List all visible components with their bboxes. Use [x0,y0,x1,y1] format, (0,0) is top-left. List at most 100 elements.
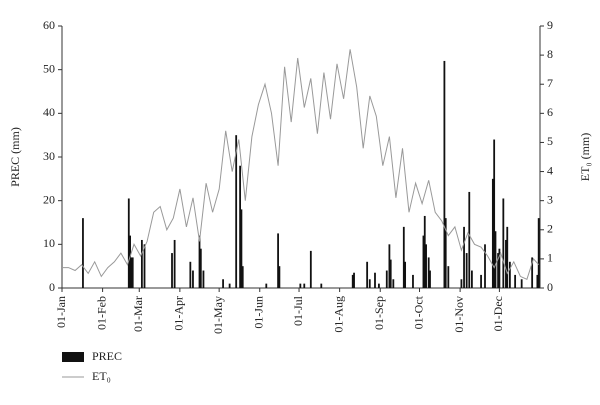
y-tick-label: 20 [43,192,55,206]
bar [422,235,425,288]
bar [199,248,202,288]
x-tick-label: 01-Jan [54,296,68,328]
bar [444,218,447,288]
bar [505,239,507,288]
bar [82,218,84,288]
bar [240,209,243,288]
bar [303,283,306,288]
y-tick-label: 40 [43,105,55,119]
bar [171,253,173,288]
bar [374,272,376,288]
bar [130,257,133,288]
bar [265,283,268,288]
x-tick-label: 01-Feb [94,296,108,330]
bar [494,231,497,288]
y2-tick-label: 8 [547,47,553,61]
bar [222,279,224,288]
bar [484,244,486,288]
y2-tick-label: 2 [547,222,553,236]
bar [427,257,430,288]
x-tick-label: 01-Oct [411,295,425,329]
bar [299,283,302,288]
bar [127,198,130,288]
y2-tick-label: 0 [547,280,553,294]
y2-tick-label: 4 [547,163,553,177]
x-tick-label: 01-Aug [331,296,345,333]
bar [402,226,405,288]
bar [198,235,201,288]
bar [202,270,205,288]
bar [366,261,369,288]
y-axis-label: PREC (mm) [8,127,22,187]
x-tick-label: 01-Nov [452,296,466,333]
bar [235,135,238,288]
y-tick-label: 10 [43,236,55,250]
y2-tick-label: 1 [547,251,553,265]
y2-tick-label: 7 [547,76,553,90]
bar [491,178,494,288]
bar [443,60,446,288]
bar [447,266,450,288]
bar [514,274,517,288]
bar [536,274,539,288]
y2-tick-label: 6 [547,105,553,119]
bar [425,244,427,288]
x-tick-label: 01-Apr [172,296,186,331]
bar [129,235,131,288]
x-tick-label: 01-May [211,296,225,334]
legend-label: PREC [92,349,122,363]
bar [520,279,523,288]
bar [189,261,192,288]
bar [537,218,540,288]
bar [468,191,471,288]
y2-tick-label: 9 [547,18,553,32]
bar [471,270,473,288]
bar [278,266,281,288]
legend-label: ET₀ [92,369,111,383]
bar [241,266,244,288]
y-tick-label: 30 [43,149,55,163]
x-tick-label: 01-Sep [372,296,386,330]
bar [498,248,501,288]
y2-tick-label: 3 [547,192,553,206]
bar [502,198,505,288]
line [62,49,540,280]
y-tick-label: 50 [43,61,55,75]
bar [131,257,134,288]
bar [429,270,431,288]
y-tick-label: 60 [43,18,55,32]
bar [388,244,391,288]
x-tick-label: 01-Mar [131,296,145,332]
bar [228,283,231,288]
bar [192,270,194,288]
bar [378,283,380,288]
bar [508,261,511,288]
bar [493,139,496,288]
y2-tick-label: 5 [547,134,553,148]
bar [460,279,463,288]
x-tick-label: 01-Jun [251,296,265,329]
bar [389,259,392,288]
bar [143,244,146,288]
bar [497,253,499,288]
bar [531,257,534,288]
bar [463,226,465,288]
bar [173,239,176,288]
y-tick-label: 0 [49,280,55,294]
bar [351,274,354,288]
x-tick-label: 01-Jul [291,295,305,326]
bar [353,272,355,288]
bar [320,283,323,288]
bar [368,279,371,288]
bar [277,233,279,288]
x-tick-label: 01-Dec [491,296,505,331]
bar [140,239,143,288]
y2-axis-label: ET₀ (mm) [578,133,592,182]
bar [412,274,414,288]
bar [392,279,395,288]
bar [465,253,468,288]
bar [404,261,407,288]
bar [239,165,242,288]
bar [423,215,426,288]
